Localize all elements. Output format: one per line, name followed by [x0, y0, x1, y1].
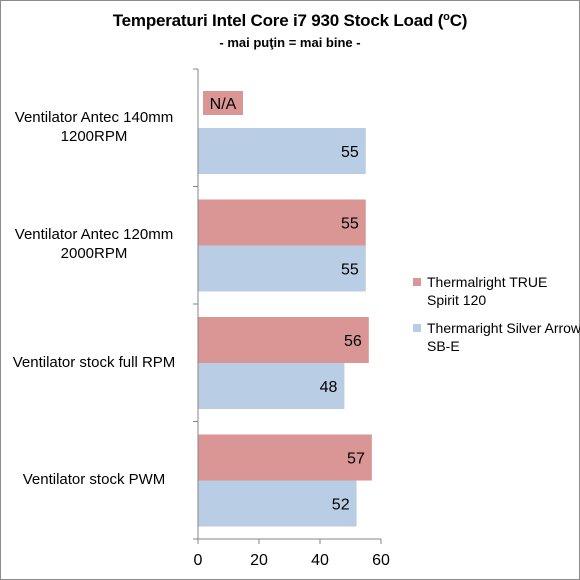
- bar-silver-arrow-0: [198, 128, 366, 174]
- bar-true-spirit-3: [198, 434, 372, 481]
- chart-title-text: Temperaturi Intel Core i7 930 Stock Load…: [112, 11, 444, 30]
- x-tick-label-0: 0: [194, 552, 203, 569]
- data-label-true-spirit-1: 55: [341, 216, 359, 233]
- legend-swatch-silver-arrow: [413, 324, 421, 332]
- bar-silver-arrow-1: [198, 245, 366, 292]
- category-label-antec-120: Ventilator Antec 120mm 2000RPM: [14, 226, 174, 262]
- legend-label-silver-arrow: Thermaright Silver Arrow SB-E: [427, 320, 580, 354]
- data-label-true-spirit-2: 56: [344, 333, 362, 350]
- legend-swatch-true-spirit: [413, 278, 421, 286]
- data-label-true-spirit-3: 57: [347, 451, 365, 468]
- category-label-stock-pwm: Ventilator stock PWM: [22, 471, 166, 488]
- bar-silver-arrow-2: [198, 363, 345, 409]
- data-label-silver-arrow-1: 55: [341, 262, 359, 279]
- data-label-silver-arrow-0: 55: [341, 144, 359, 161]
- na-marker-0: [203, 91, 243, 115]
- x-tick-label-1: 20: [250, 552, 268, 569]
- data-label-silver-arrow-3: 52: [332, 497, 350, 514]
- legend-item-true-spirit: Thermalright TRUE Spirit 120: [413, 273, 580, 309]
- legend-label-true-spirit: Thermalright TRUE Spirit 120: [427, 274, 548, 308]
- chart-title-unit: C): [449, 11, 468, 30]
- chart-title-degree: o: [443, 11, 450, 23]
- x-tick-label-2: 40: [311, 552, 329, 569]
- data-label-silver-arrow-2: 48: [320, 379, 338, 396]
- legend: Thermalright TRUE Spirit 120 Thermaright…: [413, 273, 580, 365]
- chart-title: Temperaturi Intel Core i7 930 Stock Load…: [1, 11, 579, 31]
- bar-true-spirit-2: [198, 317, 369, 363]
- bar-silver-arrow-3: [198, 480, 357, 527]
- chart-subtitle: - mai puţin = mai bine -: [219, 35, 361, 50]
- category-label-antec-140: Ventilator Antec 140mm 1200RPM: [14, 109, 174, 145]
- legend-item-silver-arrow: Thermaright Silver Arrow SB-E: [413, 319, 580, 355]
- data-label-na-0: N/A: [210, 96, 237, 113]
- bar-true-spirit-1: [198, 199, 366, 246]
- category-label-stock-full: Ventilator stock full RPM: [12, 354, 176, 371]
- x-tick-label-3: 60: [372, 552, 390, 569]
